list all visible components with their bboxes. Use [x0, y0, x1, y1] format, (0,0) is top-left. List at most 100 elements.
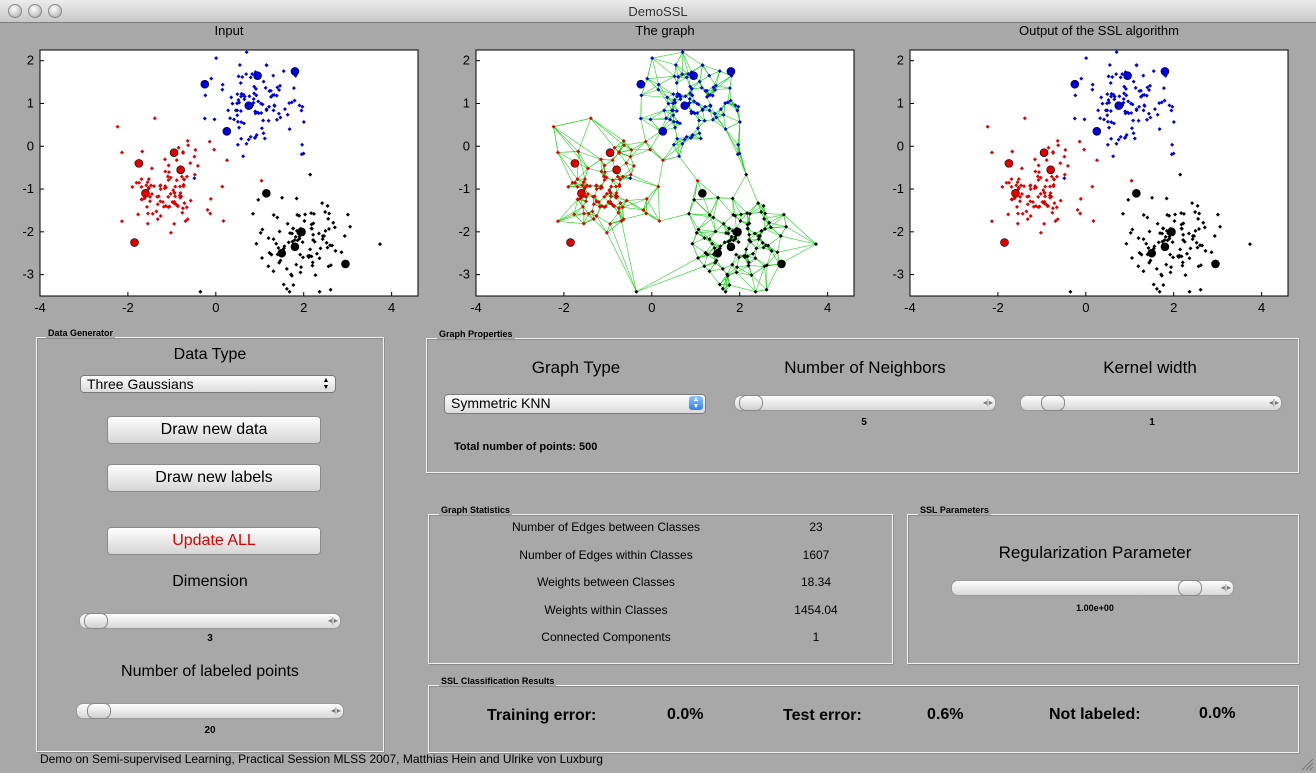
- data-point: [1141, 237, 1146, 242]
- dimension-slider[interactable]: ◂|▸: [79, 613, 341, 629]
- graph-edge: [729, 75, 732, 89]
- data-point: [1091, 219, 1096, 224]
- data-point: [566, 184, 571, 189]
- graph-edge: [667, 97, 676, 103]
- zoom-window-button[interactable]: [48, 4, 62, 18]
- data-point: [1147, 87, 1152, 92]
- minimize-window-button[interactable]: [28, 4, 42, 18]
- data-point: [1159, 100, 1164, 105]
- stat-value: 1454.04: [794, 602, 838, 617]
- data-point: [1038, 191, 1043, 196]
- data-point: [186, 143, 191, 148]
- data-point: [163, 185, 168, 190]
- data-point: [182, 177, 187, 182]
- data-point: [1111, 154, 1116, 159]
- slider-step-arrows-icon[interactable]: ◂|▸: [327, 616, 338, 625]
- data-type-select[interactable]: Three Gaussians ▲ ▼: [80, 375, 336, 393]
- data-point: [1181, 211, 1186, 216]
- data-point: [1124, 93, 1129, 98]
- graph-edge: [640, 110, 665, 119]
- data-point: [272, 103, 277, 108]
- data-point: [1022, 116, 1027, 121]
- data-point: [638, 116, 643, 121]
- data-point: [1212, 234, 1217, 239]
- labeled-points-slider[interactable]: ◂|▸: [76, 703, 344, 719]
- data-point: [1016, 177, 1021, 182]
- draw-new-data-button[interactable]: Draw new data: [107, 416, 321, 444]
- data-point: [713, 229, 718, 234]
- close-window-button[interactable]: [8, 4, 22, 18]
- x-tick-label: -2: [122, 300, 134, 315]
- data-point: [588, 184, 593, 189]
- data-point: [1144, 117, 1149, 122]
- data-point: [1025, 202, 1030, 207]
- data-point: [251, 96, 256, 101]
- data-point: [1154, 266, 1159, 271]
- graph-edge: [779, 243, 817, 265]
- graph-edge: [746, 213, 750, 224]
- data-point: [1201, 220, 1206, 225]
- data-point: [236, 98, 241, 103]
- graph-edge: [621, 221, 637, 292]
- y-tick-label: 2: [897, 53, 904, 68]
- data-point: [763, 211, 768, 216]
- data-point: [261, 79, 266, 84]
- data-point: [166, 163, 171, 168]
- data-point: [339, 250, 344, 255]
- draw-new-labels-button[interactable]: Draw new labels: [107, 464, 321, 492]
- data-point: [613, 193, 618, 198]
- data-point: [1167, 213, 1172, 218]
- data-point: [735, 265, 740, 270]
- regularization-slider-knob[interactable]: [1178, 580, 1202, 596]
- labeled-points-slider-knob[interactable]: [87, 703, 111, 719]
- data-point: [690, 241, 695, 246]
- data-point: [183, 219, 188, 224]
- graph-edge: [658, 84, 668, 98]
- data-point: [628, 172, 633, 177]
- graph-type-select[interactable]: Symmetric KNN ▲ ▼: [444, 394, 706, 414]
- results-panel: [428, 685, 1299, 753]
- y-tick-label: -3: [892, 267, 904, 282]
- data-point: [621, 138, 626, 143]
- data-point: [1193, 209, 1198, 214]
- data-point: [1105, 119, 1110, 124]
- data-point: [657, 219, 662, 224]
- data-point: [673, 125, 678, 130]
- graph-edge: [674, 64, 677, 77]
- data-point: [292, 98, 297, 103]
- neighbors-slider-knob[interactable]: [739, 395, 763, 411]
- labeled-point: [1092, 126, 1102, 136]
- data-point: [1105, 113, 1110, 118]
- labeled-point: [169, 148, 179, 157]
- data-point: [607, 188, 612, 193]
- data-point: [244, 72, 249, 77]
- data-point: [312, 239, 317, 244]
- graph-edge: [630, 177, 659, 187]
- data-point: [178, 184, 183, 189]
- slider-step-arrows-icon[interactable]: ◂|▸: [1220, 583, 1231, 592]
- slider-step-arrows-icon[interactable]: ◂|▸: [330, 706, 341, 715]
- data-point: [172, 221, 177, 226]
- kernel-width-slider[interactable]: ◂|▸: [1020, 395, 1282, 411]
- data-point: [1017, 199, 1022, 204]
- graph-edge: [709, 110, 717, 118]
- graph-edge: [767, 235, 781, 246]
- graph-edge: [751, 266, 765, 276]
- dimension-slider-knob[interactable]: [84, 613, 108, 629]
- data-point: [246, 137, 251, 142]
- regularization-slider[interactable]: ◂|▸: [951, 580, 1234, 596]
- data-point: [239, 94, 244, 99]
- kernel-width-slider-knob[interactable]: [1041, 395, 1065, 411]
- slider-step-arrows-icon[interactable]: ◂|▸: [982, 398, 993, 407]
- data-point: [253, 111, 258, 116]
- resize-grip-icon[interactable]: [1300, 757, 1314, 771]
- data-point: [726, 226, 731, 231]
- graph-edge: [618, 149, 632, 154]
- data-point: [1141, 73, 1146, 78]
- data-point: [163, 169, 168, 174]
- update-all-button[interactable]: Update ALL: [107, 527, 321, 555]
- data-point: [1106, 98, 1111, 103]
- slider-step-arrows-icon[interactable]: ◂|▸: [1268, 398, 1279, 407]
- neighbors-slider[interactable]: ◂|▸: [734, 395, 996, 411]
- data-point: [1138, 88, 1143, 93]
